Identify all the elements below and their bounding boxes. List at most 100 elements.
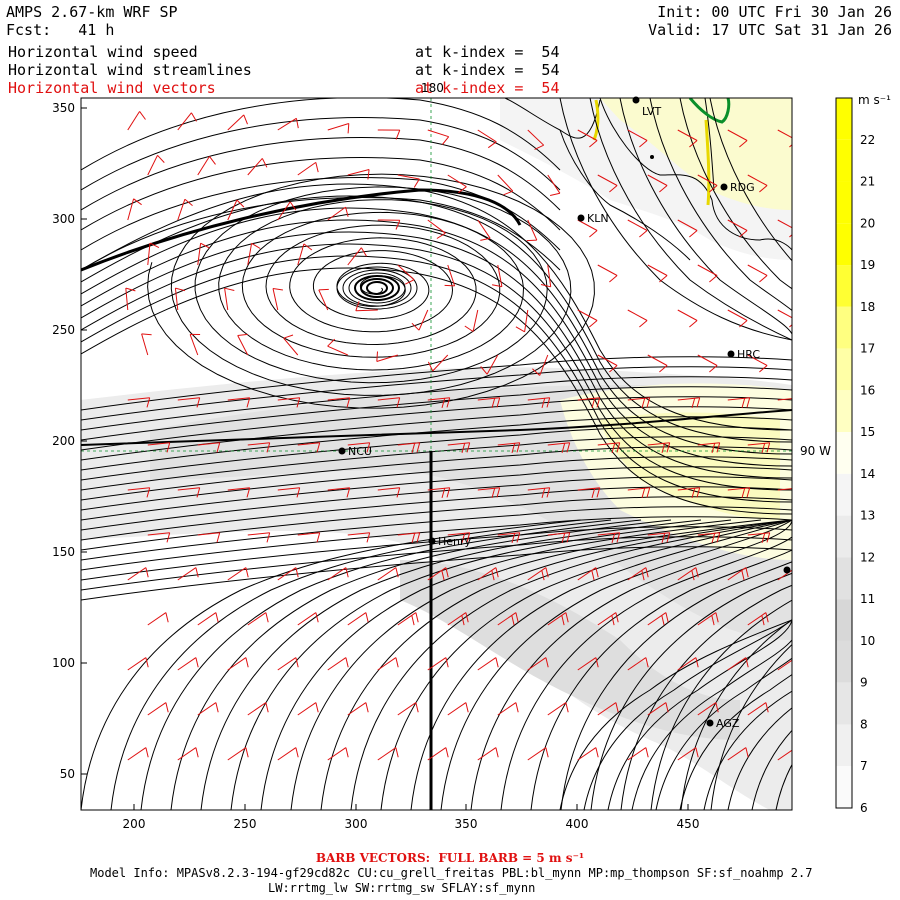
wind-barb-flag xyxy=(195,747,199,758)
wind-barbs xyxy=(125,111,817,761)
wind-barb-shaft xyxy=(798,265,817,276)
wind-barb-shaft xyxy=(777,488,792,491)
streamline xyxy=(81,386,792,441)
wind-barb-flag xyxy=(796,748,798,758)
wind-barb-shaft xyxy=(727,397,750,401)
streamline xyxy=(81,396,792,451)
wind-barb-flag xyxy=(491,488,496,499)
wind-barb-flag xyxy=(175,287,186,292)
wind-barb-shaft xyxy=(727,657,747,671)
wind-barb-shaft xyxy=(283,337,299,356)
wind-barb-shaft xyxy=(798,613,816,625)
colorbar-swatch xyxy=(836,557,852,600)
vortex-core-ring xyxy=(348,272,406,304)
colorbar-swatch xyxy=(836,98,852,140)
wind-barb-flag xyxy=(395,129,401,140)
wind-barb-flag xyxy=(646,397,651,408)
wind-barb-flag xyxy=(296,487,301,498)
streamline-thick xyxy=(81,409,792,446)
wind-barb-shaft xyxy=(497,702,517,716)
field-level-speed: at k-index = 54 xyxy=(415,43,560,61)
svg-text:300: 300 xyxy=(345,817,368,831)
wind-barb-shaft xyxy=(777,219,792,229)
y-axis-labels: 350 300 250 200 150 100 50 xyxy=(52,101,75,781)
wind-barb-shaft xyxy=(597,174,618,186)
wind-barb-shaft xyxy=(447,264,456,287)
wind-barb-shaft xyxy=(527,657,547,671)
wind-barb-flag xyxy=(665,612,669,623)
wind-barb-shaft xyxy=(376,354,398,362)
streamline xyxy=(81,219,792,467)
wind-barb-shaft xyxy=(147,702,167,716)
wind-barb-shaft xyxy=(277,397,300,401)
wind-barb-flag xyxy=(561,615,565,626)
wind-barb-shaft xyxy=(297,161,317,176)
wind-barb-flag xyxy=(709,185,718,193)
wind-barb-shaft xyxy=(447,702,467,716)
svg-text:350: 350 xyxy=(52,101,75,115)
streamline xyxy=(589,98,792,341)
wind-barb-flag xyxy=(789,144,792,148)
wind-barb-flag xyxy=(566,532,571,543)
wind-barb-flag xyxy=(695,747,699,758)
wind-barb-shaft xyxy=(177,567,197,581)
field-name-vectors: Horizontal wind vectors xyxy=(8,79,216,97)
wind-barb-flag xyxy=(165,702,169,713)
wind-barb-shaft xyxy=(377,567,397,581)
wind-barb-shaft xyxy=(527,129,545,146)
wind-barb-flag xyxy=(265,612,269,623)
colorbar-label: 7 xyxy=(860,759,868,773)
wind-barb-flag xyxy=(346,397,351,408)
wind-barb-shaft xyxy=(647,174,668,186)
wind-barb-shaft xyxy=(127,487,150,491)
streamline xyxy=(170,519,672,810)
streamline xyxy=(81,376,792,431)
wind-barb-flag xyxy=(245,657,249,668)
wind-barb-shaft xyxy=(547,442,570,446)
colorbar-swatch xyxy=(836,473,852,516)
streamline xyxy=(81,516,792,571)
wind-barb-shaft xyxy=(347,702,367,716)
wind-barb-shaft xyxy=(127,198,135,221)
colorbar-swatch xyxy=(836,432,852,474)
wind-barb-shaft xyxy=(547,532,570,536)
colorbar-label: 10 xyxy=(860,634,875,648)
wind-barb-shaft xyxy=(277,567,297,581)
wind-barb-shaft xyxy=(747,264,768,276)
wind-barb-shaft xyxy=(647,442,670,446)
colorbar-swatch xyxy=(836,265,852,307)
wind-barb-flag xyxy=(596,397,601,408)
wind-barb-flag xyxy=(696,397,701,408)
wind-barb-flag xyxy=(347,123,350,134)
field-level-streamlines: at k-index = 54 xyxy=(415,61,560,79)
wind-barb-flag xyxy=(251,242,261,249)
wind-barb-flag xyxy=(461,615,465,626)
streamline xyxy=(631,620,792,810)
wind-barb-flag xyxy=(615,702,619,713)
wind-barb-flag xyxy=(541,488,546,499)
wind-barb-shaft xyxy=(777,659,792,671)
wind-barb-shaft xyxy=(747,354,768,366)
wind-barb-flag xyxy=(689,320,698,328)
wind-barb-flag xyxy=(566,442,571,453)
wind-barb-shaft xyxy=(147,612,167,626)
wind-barb-flag xyxy=(415,702,419,713)
wind-barb-flag xyxy=(616,442,621,453)
wind-barb-shaft xyxy=(547,264,552,287)
wind-barb-flag xyxy=(739,320,748,328)
wind-barb-flag xyxy=(366,442,371,453)
streamline xyxy=(81,177,561,251)
wind-barb-shaft xyxy=(377,657,397,671)
wind-barb-shaft xyxy=(677,747,697,761)
wind-barb-flag xyxy=(316,442,321,453)
wind-barb-flag xyxy=(411,443,416,454)
wind-barb-shaft xyxy=(147,155,158,176)
streamline xyxy=(619,98,792,340)
wind-barb-shaft xyxy=(497,532,520,536)
station-dot-rdg xyxy=(720,183,728,191)
wind-barb-shaft xyxy=(697,442,720,446)
wind-barb-shaft xyxy=(327,123,349,131)
wind-barb-shaft xyxy=(597,532,620,536)
wind-barb-flag xyxy=(665,702,669,713)
wind-barb-shaft xyxy=(497,612,517,626)
